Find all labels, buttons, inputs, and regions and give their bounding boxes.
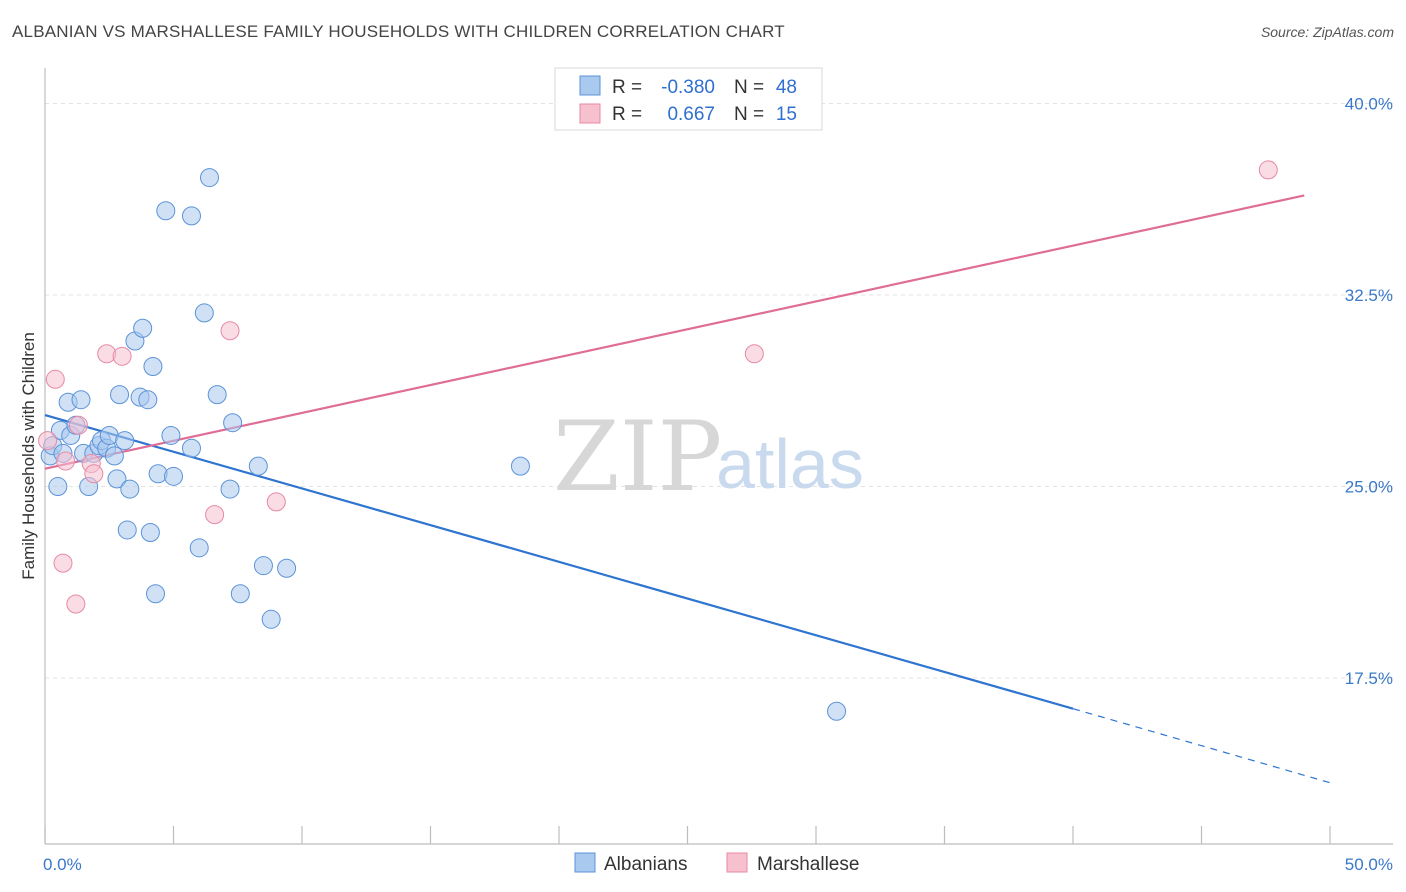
point-albanians xyxy=(248,456,268,476)
point-albanians xyxy=(199,168,219,188)
point-albanians xyxy=(138,390,158,410)
point-albanians xyxy=(189,538,209,558)
trendlines xyxy=(44,194,1331,784)
y-axis-title: Family Households with Children xyxy=(19,332,38,580)
legend-r-value-albanians: -0.380 xyxy=(661,77,715,98)
point-albanians xyxy=(827,701,847,721)
point-albanians xyxy=(207,385,227,405)
chart-title: ALBANIAN VS MARSHALLESE FAMILY HOUSEHOLD… xyxy=(12,22,785,41)
point-marshallese xyxy=(68,415,88,435)
point-albanians xyxy=(71,390,91,410)
trendline-albanians-extension xyxy=(1072,708,1331,784)
watermark-zip: ZIP xyxy=(553,401,722,513)
point-marshallese xyxy=(266,492,286,512)
point-albanians xyxy=(230,584,250,604)
point-marshallese xyxy=(1258,160,1278,180)
point-marshallese xyxy=(112,346,132,366)
point-albanians xyxy=(261,609,281,629)
trendline-marshallese xyxy=(44,194,1305,470)
point-albanians xyxy=(115,431,135,451)
grid-lines xyxy=(45,103,1393,679)
point-albanians xyxy=(110,385,130,405)
point-albanians xyxy=(133,318,153,338)
point-albanians xyxy=(194,303,214,323)
point-marshallese xyxy=(53,553,73,573)
point-albanians xyxy=(164,466,183,486)
point-albanians xyxy=(107,469,127,489)
point-albanians xyxy=(277,558,297,578)
point-marshallese xyxy=(84,464,104,484)
x-tick-label-max: 50.0% xyxy=(1345,855,1393,874)
point-albanians xyxy=(140,522,160,542)
point-albanians xyxy=(117,520,137,540)
watermark-atlas: atlas xyxy=(716,425,864,503)
legend-n-label: N = xyxy=(734,104,764,125)
y-tick-label: 32.5% xyxy=(1345,286,1393,305)
bottom-legend-label-albanians: Albanians xyxy=(604,854,687,875)
bottom-legend-swatch-marshallese xyxy=(726,852,748,873)
point-albanians xyxy=(510,456,530,476)
trendline-albanians xyxy=(44,413,1074,710)
point-albanians xyxy=(181,438,201,458)
point-albanians xyxy=(156,201,176,221)
point-albanians xyxy=(161,425,181,445)
legend-n-value-marshallese: 15 xyxy=(776,104,797,125)
point-marshallese xyxy=(66,594,86,614)
point-albanians xyxy=(220,479,240,499)
legend-r-value-marshallese: 0.667 xyxy=(667,104,715,125)
legend-n-value-albanians: 48 xyxy=(776,77,797,98)
point-marshallese xyxy=(744,344,764,364)
point-albanians xyxy=(223,413,243,433)
point-marshallese xyxy=(56,451,76,471)
point-marshallese xyxy=(220,321,240,341)
bottom-legend-label-marshallese: Marshallese xyxy=(757,854,859,875)
point-albanians xyxy=(181,206,201,226)
correlation-legend: R = -0.380 N = 48 R = 0.667 N = 15 xyxy=(554,67,823,131)
point-albanians xyxy=(143,357,163,377)
data-points xyxy=(38,160,1278,721)
legend-n-label: N = xyxy=(734,77,764,98)
y-tick-label: 17.5% xyxy=(1345,669,1393,688)
bottom-legend-swatch-albanians xyxy=(574,852,596,873)
source-label: Source: ZipAtlas.com xyxy=(1260,24,1394,40)
point-albanians xyxy=(120,479,140,499)
point-marshallese xyxy=(38,431,58,451)
y-tick-label: 25.0% xyxy=(1345,478,1393,497)
point-albanians xyxy=(253,556,273,576)
legend-swatch-albanians xyxy=(579,75,601,96)
series-legend: Albanians Marshallese xyxy=(574,852,859,875)
point-marshallese xyxy=(45,369,65,389)
legend-swatch-marshallese xyxy=(579,103,601,124)
y-tick-labels: 17.5% 25.0% 32.5% 40.0% xyxy=(1345,95,1393,688)
point-albanians xyxy=(146,584,166,604)
point-albanians xyxy=(48,477,68,497)
x-tick-label-min: 0.0% xyxy=(43,855,82,874)
y-tick-label: 40.0% xyxy=(1345,95,1393,114)
watermark: ZIP atlas xyxy=(553,401,864,513)
point-albanians xyxy=(104,446,124,466)
point-marshallese xyxy=(205,505,225,525)
legend-r-label: R = xyxy=(612,104,642,125)
legend-r-label: R = xyxy=(612,77,642,98)
